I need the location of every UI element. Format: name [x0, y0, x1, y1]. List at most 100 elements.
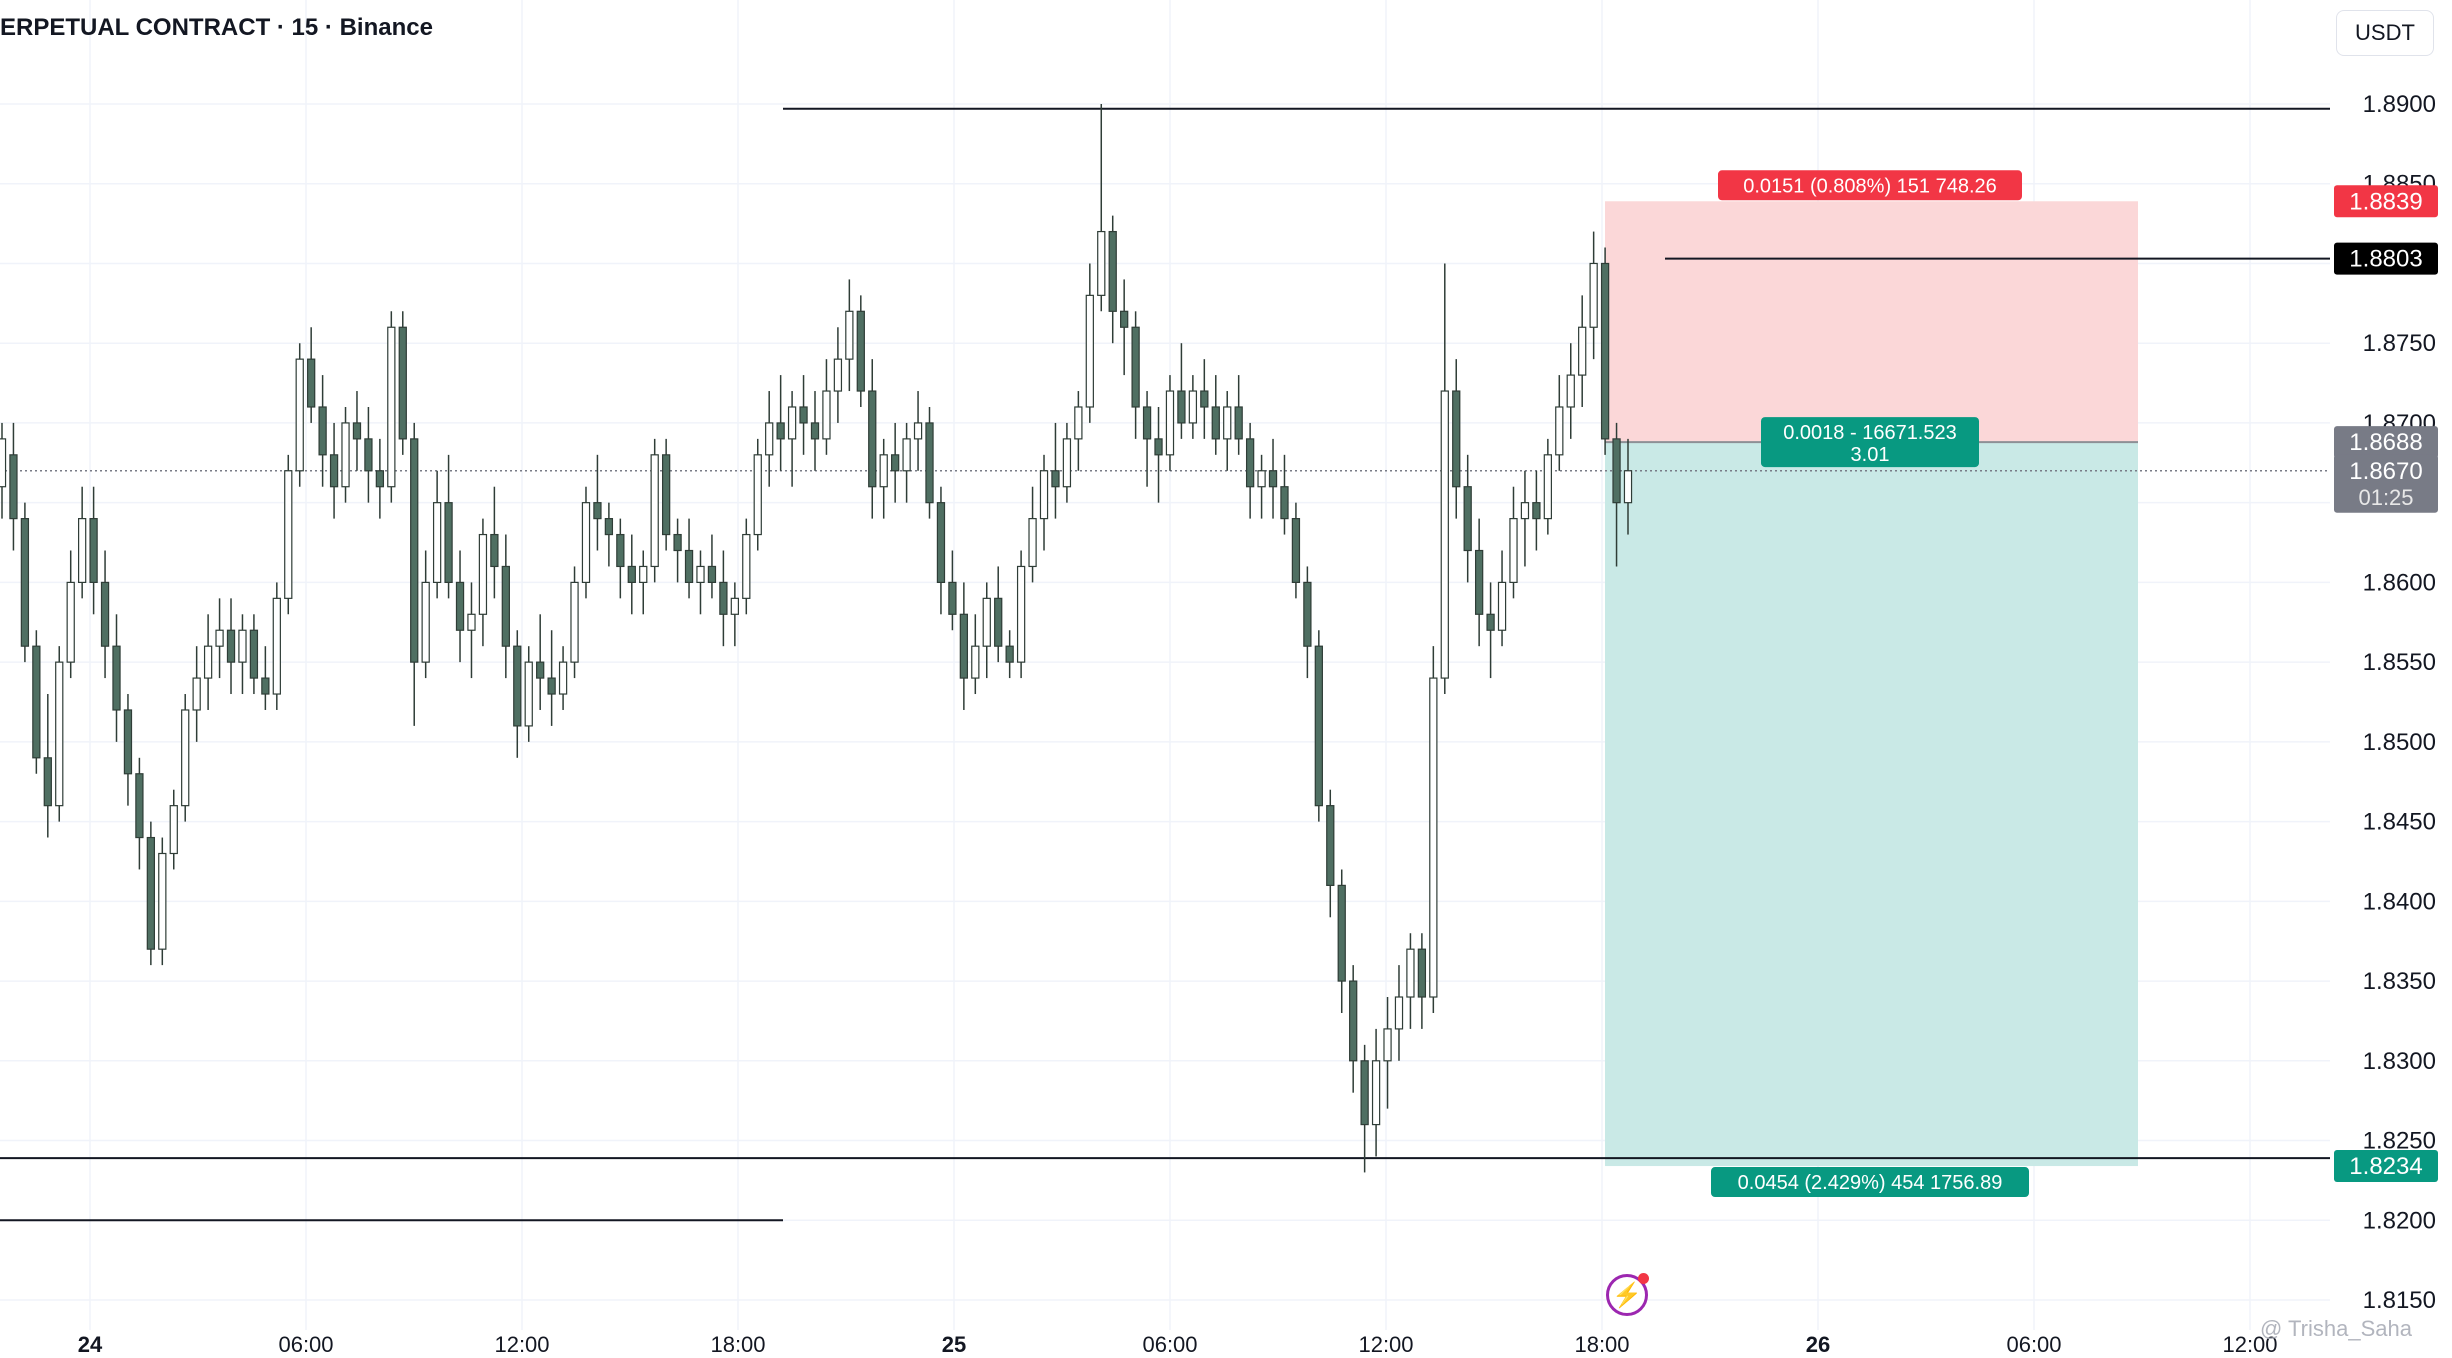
candle-body: [490, 533, 499, 568]
symbol-title[interactable]: ERPETUAL CONTRACT · 15 · Binance: [0, 14, 433, 41]
candle-body: [1051, 470, 1060, 488]
stop-label-bg: [1718, 170, 2022, 201]
take-profit-zone: [1605, 442, 2138, 1167]
candle-body: [696, 565, 705, 583]
candle-body: [719, 581, 728, 615]
candle-body: [284, 470, 293, 599]
price-tick-label: 1.8600: [2363, 569, 2436, 596]
candle-body: [432, 502, 442, 583]
position-stats-label-bg: [1761, 417, 1979, 468]
candle-body: [203, 645, 213, 679]
notification-dot: [1638, 1273, 1649, 1284]
candle-body: [776, 422, 785, 440]
price-axis[interactable]: 1.89001.88501.88001.87501.87001.86501.86…: [2330, 0, 2452, 1358]
price-tick-label: 1.8450: [2363, 809, 2436, 836]
candle-body: [1211, 406, 1220, 440]
candle-body: [364, 438, 373, 472]
time-tick-label: 12:00: [1358, 1332, 1413, 1357]
candle-body: [1291, 518, 1301, 584]
candle-body: [1452, 390, 1461, 488]
candle-body: [558, 661, 568, 695]
price-label-countdown: 01:25: [2358, 485, 2413, 510]
lightning-bolt-icon[interactable]: ⚡: [1606, 1273, 1649, 1316]
candle-body: [868, 390, 877, 488]
position-tool[interactable]: 0.0151 (0.808%) 151 748.26 0.0454 (2.429%…: [1605, 170, 2138, 1198]
candle-body: [547, 677, 556, 695]
currency-button[interactable]: USDT: [2336, 10, 2434, 56]
price-tick-label: 1.8550: [2363, 649, 2436, 676]
candle-body: [329, 454, 339, 488]
time-tick-label: 12:00: [494, 1332, 549, 1357]
candle-body: [627, 565, 636, 583]
candle-body: [352, 422, 362, 440]
candle-body: [936, 502, 946, 583]
candle-body: [1085, 294, 1094, 408]
candle-body: [238, 629, 247, 663]
candle-body: [66, 581, 75, 663]
candle-body: [100, 581, 110, 647]
candle-body: [765, 422, 774, 456]
candle-body: [467, 613, 476, 631]
candle-body: [272, 597, 281, 695]
candle-body: [650, 454, 659, 568]
candle-body: [1509, 518, 1518, 584]
candle-body: [1326, 805, 1335, 886]
candle-body: [994, 597, 1003, 647]
candle-body: [684, 549, 694, 583]
candle-body: [1532, 502, 1541, 520]
horizontal-lines[interactable]: [0, 107, 2452, 1222]
price-tick-label: 1.8200: [2363, 1207, 2436, 1234]
candle-body: [1383, 1028, 1392, 1062]
candle-body: [421, 581, 430, 663]
candle-body: [192, 677, 201, 711]
candle-body: [753, 454, 762, 536]
time-tick-label: 18:00: [710, 1332, 765, 1357]
candle-body: [478, 533, 488, 615]
candle-body: [1165, 390, 1175, 456]
candle-body: [1394, 996, 1404, 1030]
candle-body: [707, 565, 717, 583]
candle-body: [1131, 326, 1140, 408]
price-label-value: 1.8803: [2349, 246, 2422, 273]
candle-body: [1600, 262, 1610, 440]
candle-body: [1223, 406, 1232, 440]
candle-body: [20, 518, 30, 647]
position-stats-label: 3.01: [1851, 444, 1890, 466]
price-label-value: 1.8688: [2349, 429, 2422, 456]
time-tick-label: 06:00: [2006, 1332, 2061, 1357]
candle-body: [1337, 884, 1346, 982]
time-axis[interactable]: 24 06:00 12:00 18:00 25 06:00 12:00 18:00 26 06:0…: [78, 1332, 2452, 1357]
price-label-value: 1.8234: [2349, 1153, 2422, 1180]
candle-body: [879, 454, 888, 488]
candle-body: [1234, 406, 1243, 440]
candle-body: [169, 805, 178, 855]
candle-body: [856, 310, 865, 392]
candle-body: [1257, 470, 1266, 488]
candle-body: [513, 645, 522, 727]
price-tick-label: 1.8150: [2363, 1287, 2436, 1314]
candle-body: [215, 629, 224, 647]
candle-body: [295, 358, 304, 472]
time-tick-label: 24: [78, 1332, 103, 1357]
price-axis-bg: [2330, 0, 2452, 1358]
candle-body: [55, 661, 64, 807]
candle-body: [1142, 406, 1152, 440]
time-tick-label: 25: [942, 1332, 966, 1357]
candle-body: [604, 518, 614, 536]
candle-body: [501, 565, 510, 647]
position-stats-label: 0.0018 - 16671.523: [1783, 422, 1957, 444]
candles: [0, 104, 1633, 1173]
candle-body: [261, 677, 270, 695]
candle-body: [1474, 549, 1484, 615]
candle-body: [1463, 486, 1472, 552]
candle-body: [1062, 438, 1072, 488]
price-label-level: [2334, 242, 2438, 275]
candle-body: [181, 709, 190, 807]
candle-body: [32, 645, 41, 759]
candle-body: [902, 438, 911, 472]
candle-body: [524, 661, 533, 727]
candle-body: [135, 773, 144, 839]
candle-body: [1371, 1060, 1381, 1126]
